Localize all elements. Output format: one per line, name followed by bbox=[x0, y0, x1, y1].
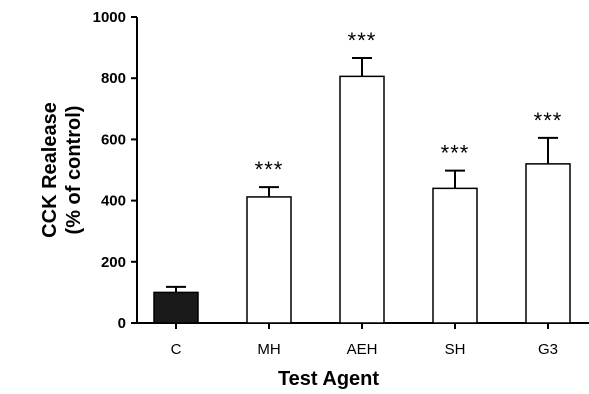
y-tick-label: 200 bbox=[101, 254, 126, 271]
x-tick-label: MH bbox=[257, 341, 280, 358]
bar-aeh bbox=[339, 75, 385, 324]
y-tick-label: 800 bbox=[101, 70, 126, 87]
x-tick-label: G3 bbox=[538, 341, 558, 358]
bar-sh bbox=[432, 187, 478, 324]
x-tick-label: C bbox=[171, 341, 182, 358]
significance-label: *** bbox=[255, 157, 284, 182]
y-axis-title-line1: CCK Realease bbox=[39, 102, 61, 238]
x-tick-label: AEH bbox=[347, 341, 378, 358]
significance-label: *** bbox=[534, 108, 563, 133]
y-tick-label: 400 bbox=[101, 193, 126, 210]
y-axis-title-line2: (% of control) bbox=[63, 106, 85, 235]
bar-g3 bbox=[525, 163, 571, 324]
y-tick-label: 600 bbox=[101, 131, 126, 148]
y-tick-label: 0 bbox=[118, 315, 126, 332]
x-axis-title: Test Agent bbox=[278, 368, 379, 389]
bar-mh bbox=[246, 196, 292, 324]
axis-titles: Test Agent CCK Realease (% of control) bbox=[39, 102, 379, 390]
bar-c bbox=[153, 291, 199, 324]
x-axis: C MH AEH SH G3 bbox=[137, 322, 589, 358]
y-tick-label: 1000 bbox=[93, 9, 126, 26]
y-axis: 0 200 400 600 800 1000 bbox=[93, 9, 138, 332]
significance-label: *** bbox=[441, 141, 470, 166]
x-tick-label: SH bbox=[445, 341, 466, 358]
bars: *** *** *** *** bbox=[153, 28, 571, 324]
significance-label: *** bbox=[348, 28, 377, 53]
